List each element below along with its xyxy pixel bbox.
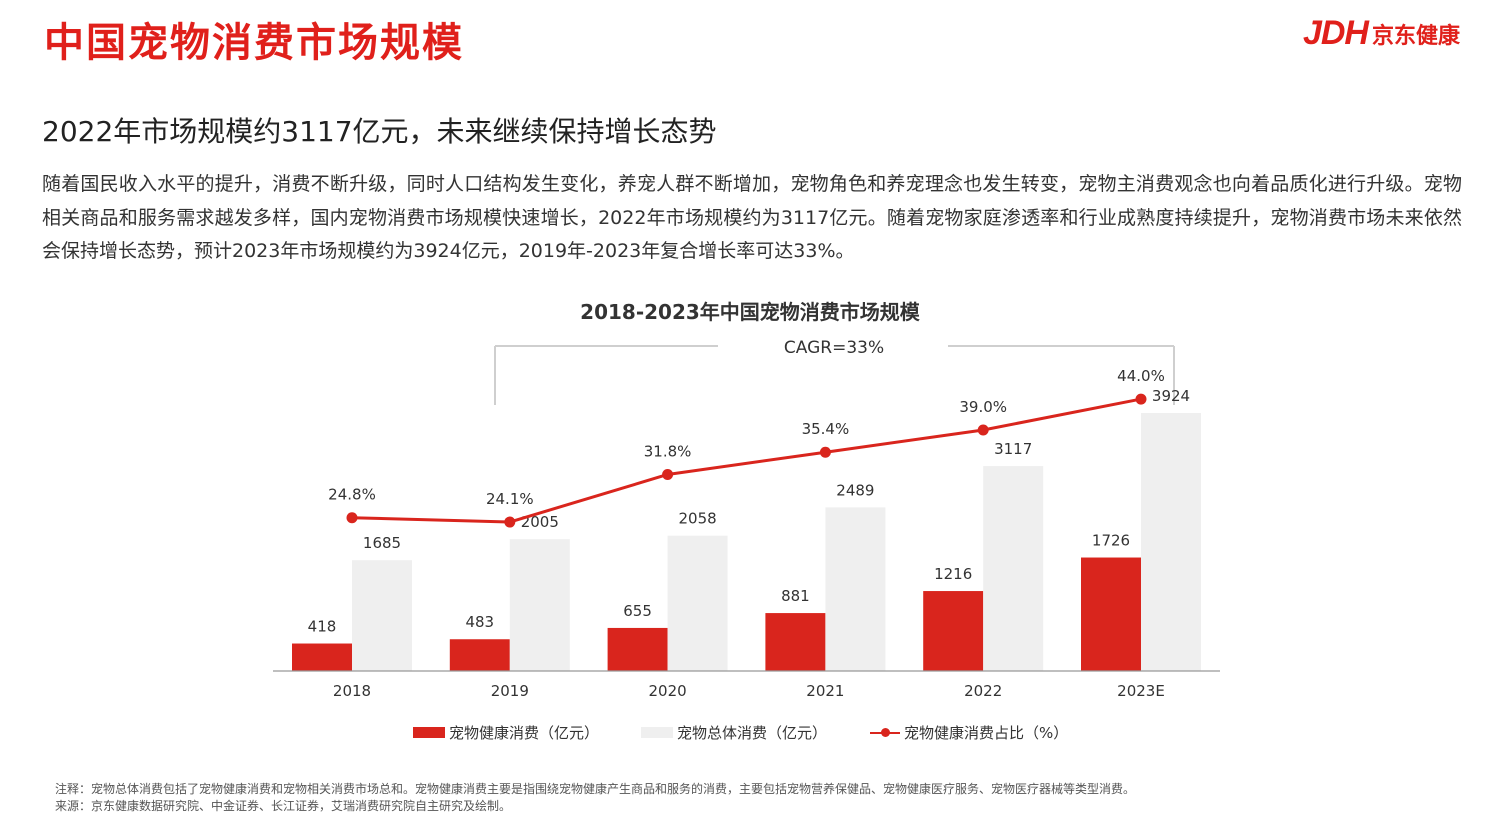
label-health-2022: 1216	[934, 565, 972, 583]
bar-total-2019	[509, 539, 570, 671]
x-tick-2023E: 2023E	[1117, 682, 1165, 700]
footnote-source: 来源：京东健康数据研究院、中金证券、长江证券，艾瑞消费研究院自主研究及绘制。	[55, 799, 512, 813]
share-point-2022	[977, 424, 989, 436]
share-label-2020: 31.8%	[644, 442, 692, 460]
label-health-2021: 881	[781, 587, 810, 605]
page-title: 中国宠物消费市场规模	[44, 20, 464, 66]
share-point-2020	[662, 468, 674, 480]
label-health-2018: 418	[308, 618, 337, 636]
bar-total-2020	[667, 535, 728, 671]
x-tick-2022: 2022	[964, 682, 1002, 700]
legend-total-consumption: 宠物总体消费（亿元）	[641, 722, 827, 743]
share-line	[351, 397, 1142, 524]
label-total-2020: 2058	[679, 510, 717, 528]
x-tick-labels: 2018 2019 2020 2021 2022 2023E	[333, 682, 1165, 700]
legend-swatch-line	[870, 723, 900, 743]
label-health-2019: 483	[465, 613, 494, 631]
share-point-2018	[346, 512, 358, 524]
label-total-2023E: 3924	[1152, 387, 1190, 405]
share-point-2021	[819, 446, 831, 458]
cagr-bracket: CAGR=33%	[494, 338, 1175, 405]
legend-swatch-gray-bar	[641, 727, 673, 738]
share-point-2019	[504, 516, 516, 528]
brand-name: 京东健康	[1371, 23, 1460, 49]
share-label-2022: 39.0%	[959, 398, 1007, 416]
label-total-2019: 2005	[521, 513, 559, 531]
share-label-2021: 35.4%	[802, 420, 850, 438]
bar-total-2022	[983, 466, 1044, 671]
legend-label: 宠物健康消费占比（%）	[904, 724, 1069, 742]
bars-layer: 418 1685 483 2005 655 2058 881 2489 1216 3117 1726…	[292, 387, 1201, 671]
x-tick-2020: 2020	[649, 682, 687, 700]
brand-mark: JDH	[1302, 14, 1369, 52]
cagr-label: CAGR=33%	[784, 338, 884, 358]
bar-total-2023E	[1141, 413, 1201, 671]
share-label-2018: 24.8%	[328, 486, 376, 504]
chart-title: 2018-2023年中国宠物消费市场规模	[580, 300, 920, 324]
description-paragraph: 随着国民收入水平的提升，消费不断升级，同时人口结构发生变化，养宠人群不断增加，宠…	[42, 173, 1462, 262]
legend-health-consumption: 宠物健康消费（亿元）	[413, 722, 599, 743]
label-health-2020: 655	[623, 602, 652, 620]
bar-total-2021	[825, 507, 886, 671]
share-label-2023E: 44.0%	[1117, 367, 1165, 385]
share-point-2023E	[1135, 393, 1147, 405]
label-total-2021: 2489	[836, 481, 874, 499]
bar-health-2019	[449, 639, 510, 671]
x-tick-2018: 2018	[333, 682, 371, 700]
bar-health-2018	[292, 643, 352, 671]
x-tick-2021: 2021	[806, 682, 844, 700]
bar-health-2022	[923, 591, 984, 671]
footnote-note: 注释：宠物总体消费包括了宠物健康消费和宠物相关消费市场总和。宠物健康消费主要是指…	[55, 782, 1136, 796]
bar-health-2021	[765, 613, 826, 671]
share-line-layer: 24.8% 24.1% 31.8% 35.4% 39.0% 44.0%	[328, 367, 1165, 528]
legend-health-share: 宠物健康消费占比（%）	[870, 722, 1068, 743]
chart-legend: 宠物健康消费（亿元） 宠物总体消费（亿元） 宠物健康消费占比（%）	[0, 720, 1500, 744]
share-label-2019: 24.1%	[486, 490, 534, 508]
brand-logo: JDH 京东健康	[1303, 14, 1460, 53]
bar-total-2018	[352, 560, 412, 671]
label-total-2022: 3117	[994, 440, 1032, 458]
legend-label: 宠物健康消费（亿元）	[449, 724, 600, 742]
legend-swatch-red-bar	[413, 727, 445, 738]
label-health-2023E: 1726	[1092, 532, 1130, 550]
bar-health-2023E	[1081, 557, 1141, 671]
subtitle: 2022年市场规模约3117亿元，未来继续保持增长态势	[42, 115, 717, 148]
legend-label: 宠物总体消费（亿元）	[677, 724, 828, 742]
x-tick-2019: 2019	[491, 682, 529, 700]
bar-health-2020	[607, 627, 668, 671]
label-total-2018: 1685	[363, 534, 401, 552]
